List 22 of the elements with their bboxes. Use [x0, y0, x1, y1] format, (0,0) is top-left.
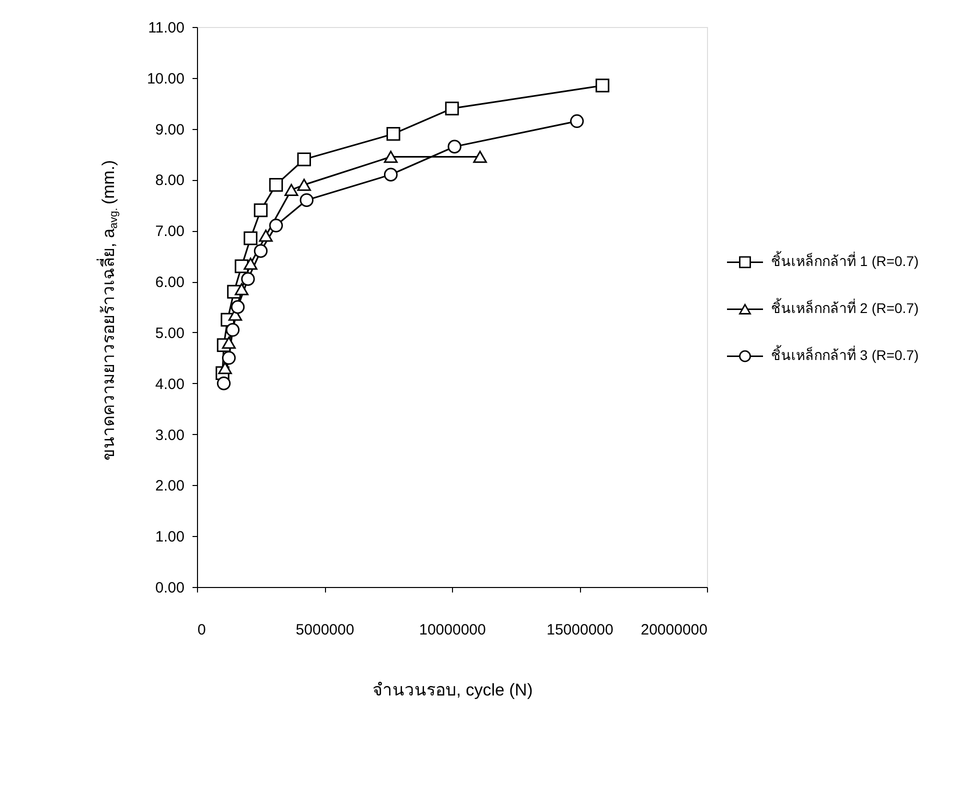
y-tick-label: 9.00 — [155, 121, 184, 138]
x-tick-label: 0 — [198, 622, 206, 638]
y-tick-label: 3.00 — [155, 426, 184, 444]
legend-label: ชิ้นเหล็กกล้าที่ 1 (R=0.7) — [771, 251, 919, 270]
legend-label: ชิ้นเหล็กกล้าที่ 3 (R=0.7) — [771, 345, 919, 364]
y-tick-label: 6.00 — [155, 274, 184, 292]
y-axis-title: ขนาดความยาวรอยร้าวเฉลี่ย, aavg.(mm.) — [96, 160, 120, 461]
y-tick-label: 0.00 — [155, 580, 184, 596]
y-tick-label: 2.00 — [155, 478, 184, 495]
y-tick-label: 1.00 — [155, 528, 184, 546]
x-tick-label: 5000000 — [296, 622, 354, 638]
x-tick-label: 15000000 — [546, 622, 614, 638]
x-tick-label: 20000000 — [640, 622, 708, 638]
x-tick-label: 10000000 — [419, 622, 486, 638]
y-tick-label: 4.00 — [155, 376, 184, 393]
y-tick-label: 11.00 — [148, 20, 184, 36]
y-tick-label: 10.00 — [146, 70, 184, 88]
y-tick-label: 7.00 — [155, 223, 184, 240]
x-axis-title: จำนวนรอบ, cycle (N) — [372, 680, 533, 700]
y-tick-label: 5.00 — [155, 324, 184, 342]
legend-label: ชิ้นเหล็กกล้าที่ 2 (R=0.7) — [771, 298, 919, 316]
y-tick-label: 8.00 — [155, 172, 184, 190]
